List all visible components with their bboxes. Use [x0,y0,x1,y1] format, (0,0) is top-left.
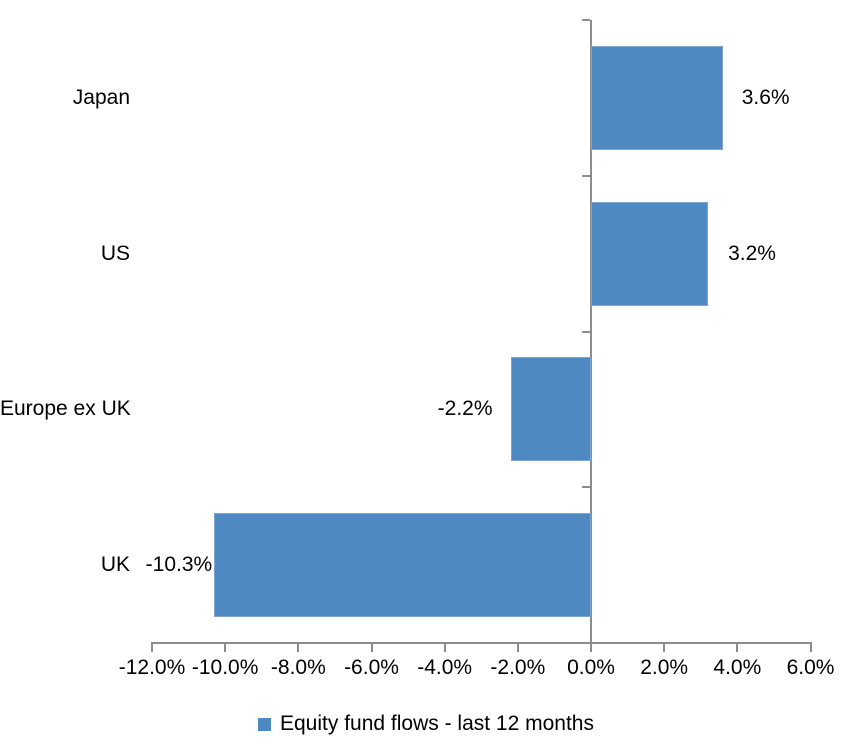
data-label-europe-ex-uk: -2.2% [437,397,493,421]
category-label-uk: UK [100,553,130,577]
legend-series-label: Equity fund flows - last 12 months [280,712,594,735]
x-axis-tick [443,644,446,652]
y-axis-tick [582,330,590,333]
data-label-uk: -10.3% [145,553,213,577]
data-label-japan: 3.6% [741,85,790,109]
x-axis-tick-label: -12.0% [118,656,186,679]
x-axis-tick [224,644,227,652]
x-axis-tick [151,644,153,652]
x-axis-line [151,642,812,644]
x-axis-tick-label: 2.0% [640,656,689,679]
x-axis-tick [809,644,812,652]
y-axis-tick [582,486,590,489]
bar-us [591,201,709,306]
category-label-japan: Japan [72,85,130,109]
x-axis-tick-label: 6.0% [786,656,835,679]
x-axis-tick [590,644,592,652]
bar-japan [591,45,723,150]
category-label-europe-ex-uk: Europe ex UK [0,397,131,421]
bar-europe-ex-uk [510,357,591,462]
y-axis-tick [582,174,590,177]
data-label-us: 3.2% [728,241,776,265]
x-axis-tick-label: -8.0% [270,656,326,679]
x-axis-tick-label: 4.0% [713,656,762,679]
x-axis-tick [370,644,373,652]
bar-uk [214,513,591,618]
x-axis-tick-label: -4.0% [417,656,473,679]
x-axis-tick-label: 0.0% [567,656,615,679]
legend: Equity fund flows - last 12 months [0,710,852,738]
x-axis-tick [516,644,519,652]
x-axis-tick-label: -10.0% [191,656,259,679]
x-axis-tick [736,644,739,652]
legend-marker-icon [258,717,271,731]
y-axis-tick [582,19,590,21]
x-axis-tick-label: -2.0% [490,656,546,679]
y-axis-tick [582,642,590,644]
y-axis-line [590,20,592,643]
category-label-us: US [100,241,130,265]
x-axis-tick [663,644,666,652]
x-axis-tick-label: -6.0% [344,656,399,679]
x-axis-tick [297,644,300,652]
